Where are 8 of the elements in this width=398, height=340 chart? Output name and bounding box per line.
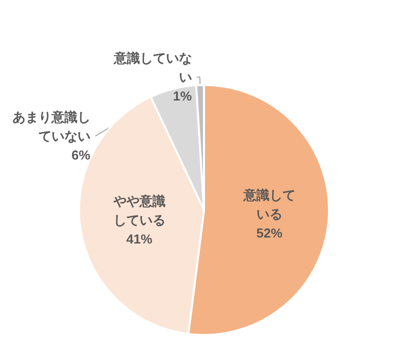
- data-label: 1%: [173, 88, 192, 104]
- slice-label: あまり意識していない: [12, 110, 90, 144]
- data-label: 52%: [256, 226, 283, 241]
- slice-label: やや意識している: [112, 194, 166, 228]
- data-label: 41%: [126, 232, 153, 247]
- slice-label: 意識している: [242, 188, 296, 222]
- slice-label: 意識していない: [112, 50, 192, 85]
- data-label: 6%: [72, 148, 91, 163]
